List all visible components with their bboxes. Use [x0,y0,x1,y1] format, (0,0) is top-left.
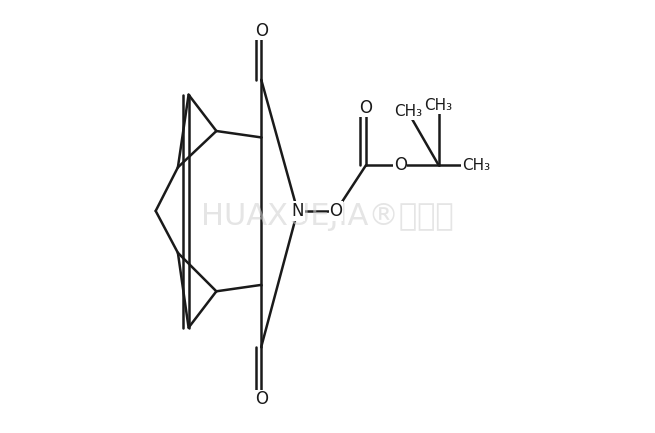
Text: CH₃: CH₃ [462,158,491,173]
Text: O: O [255,391,268,408]
Text: O: O [360,98,373,116]
Text: CH₃: CH₃ [394,104,422,119]
Text: O: O [394,156,407,174]
Text: CH₃: CH₃ [424,98,453,113]
Text: HUAXUEJIA®化学加: HUAXUEJIA®化学加 [201,202,454,231]
Text: O: O [329,202,343,220]
Text: N: N [291,202,304,220]
Text: O: O [255,22,268,39]
